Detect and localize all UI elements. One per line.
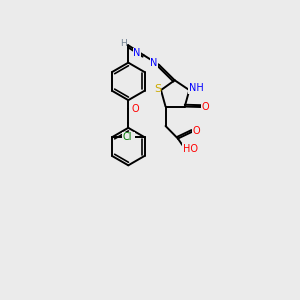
- Text: O: O: [202, 102, 209, 112]
- Text: N: N: [150, 58, 158, 68]
- Text: H: H: [120, 39, 127, 48]
- Text: O: O: [193, 126, 200, 136]
- Text: S: S: [154, 84, 161, 94]
- Text: F: F: [128, 132, 134, 142]
- Text: N: N: [133, 48, 140, 58]
- Text: O: O: [132, 104, 140, 114]
- Text: Cl: Cl: [123, 132, 132, 142]
- Text: HO: HO: [183, 144, 198, 154]
- Text: NH: NH: [189, 83, 204, 93]
